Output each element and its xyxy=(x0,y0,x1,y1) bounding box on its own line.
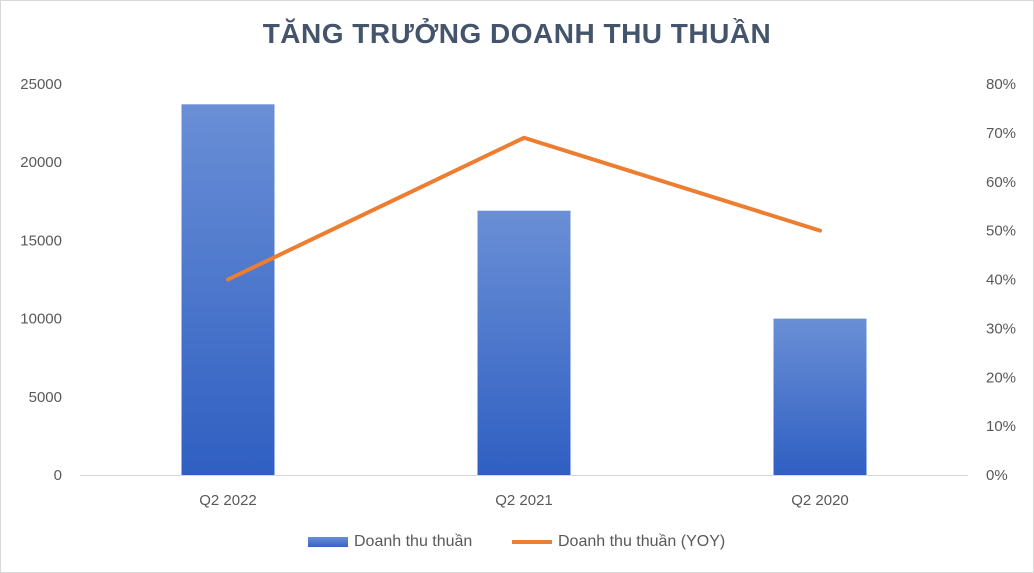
left-axis-tick-label: 15000 xyxy=(20,232,62,249)
right-axis-tick-label: 40% xyxy=(986,272,1016,289)
legend-item-revenue: Doanh thu thuần xyxy=(308,530,472,554)
x-axis-tick-label: Q2 2021 xyxy=(495,492,553,509)
legend-item-yoy: Doanh thu thuần (YOY) xyxy=(512,530,725,554)
right-axis-tick-label: 0% xyxy=(986,467,1008,484)
right-axis-tick-label: 10% xyxy=(986,418,1016,435)
chart-legend: Doanh thu thuần Doanh thu thuần (YOY) xyxy=(0,530,1034,554)
bar xyxy=(477,210,571,475)
left-axis-tick-label: 25000 xyxy=(20,76,62,93)
legend-swatch-bar xyxy=(308,537,348,547)
right-axis-tick-label: 60% xyxy=(986,174,1016,191)
bar xyxy=(181,104,275,475)
x-axis-tick-label: Q2 2020 xyxy=(791,492,849,509)
left-axis-tick-label: 0 xyxy=(54,467,62,484)
left-axis-tick-label: 5000 xyxy=(29,389,62,406)
chart-title: TĂNG TRƯỞNG DOANH THU THUẦN xyxy=(262,18,772,49)
right-axis-tick-label: 50% xyxy=(986,223,1016,240)
legend-label-yoy: Doanh thu thuần (YOY) xyxy=(558,533,726,550)
legend-label-revenue: Doanh thu thuần xyxy=(354,533,473,550)
legend-swatch-line xyxy=(512,540,552,544)
right-axis-tick-label: 30% xyxy=(986,320,1016,337)
right-axis-tick-label: 70% xyxy=(986,125,1016,142)
right-axis-tick-label: 80% xyxy=(986,76,1016,93)
bar xyxy=(773,318,867,475)
right-axis-tick-label: 20% xyxy=(986,369,1016,386)
left-axis-tick-label: 10000 xyxy=(20,311,62,328)
x-axis-tick-label: Q2 2022 xyxy=(199,492,257,509)
left-axis-tick-label: 20000 xyxy=(20,154,62,171)
